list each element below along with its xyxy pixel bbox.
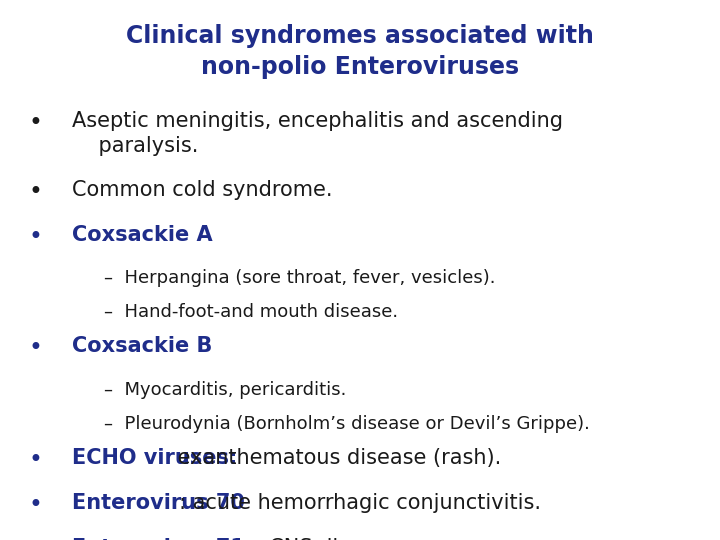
Text: •: • xyxy=(29,493,42,517)
Text: Common cold syndrome.: Common cold syndrome. xyxy=(72,180,333,200)
Text: exanthematous disease (rash).: exanthematous disease (rash). xyxy=(171,448,502,468)
Text: Coxsackie B: Coxsackie B xyxy=(72,336,212,356)
Text: –  Myocarditis, pericarditis.: – Myocarditis, pericarditis. xyxy=(104,381,347,399)
Text: •: • xyxy=(29,538,42,540)
Text: •: • xyxy=(29,336,42,360)
Text: ECHO viruses:: ECHO viruses: xyxy=(72,448,238,468)
Text: : acute hemorrhagic conjunctivitis.: : acute hemorrhagic conjunctivitis. xyxy=(179,493,541,513)
Text: •: • xyxy=(29,180,42,204)
Text: •: • xyxy=(29,111,42,134)
Text: Aseptic meningitis, encephalitis and ascending
    paralysis.: Aseptic meningitis, encephalitis and asc… xyxy=(72,111,563,156)
Text: •: • xyxy=(29,225,42,248)
Text: •: • xyxy=(29,448,42,472)
Text: Enterovirus 70: Enterovirus 70 xyxy=(72,493,245,513)
Text: –  Pleurodynia (Bornholm’s disease or Devil’s Grippe).: – Pleurodynia (Bornholm’s disease or Dev… xyxy=(104,415,590,433)
Text: Coxsackie A: Coxsackie A xyxy=(72,225,212,245)
Text: : severe CNS disease.: : severe CNS disease. xyxy=(179,538,405,540)
Text: –  Hand-foot-and mouth disease.: – Hand-foot-and mouth disease. xyxy=(104,303,399,321)
Text: Enterovirus 71: Enterovirus 71 xyxy=(72,538,245,540)
Text: –  Herpangina (sore throat, fever, vesicles).: – Herpangina (sore throat, fever, vesicl… xyxy=(104,269,496,287)
Text: Clinical syndromes associated with
non-polio Enteroviruses: Clinical syndromes associated with non-p… xyxy=(126,24,594,79)
